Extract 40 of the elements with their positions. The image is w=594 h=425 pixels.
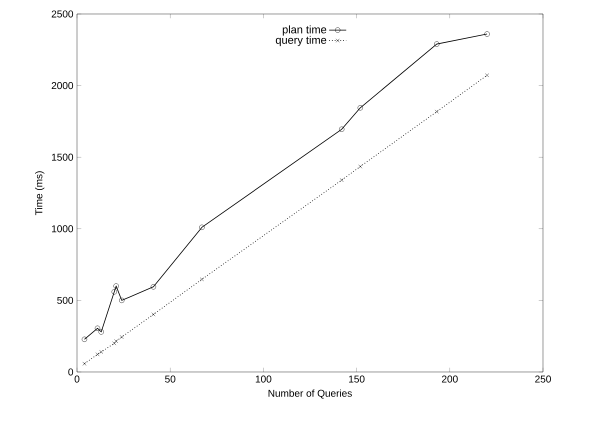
point xyxy=(96,352,100,356)
point xyxy=(338,126,344,132)
point xyxy=(120,335,124,340)
point xyxy=(99,350,104,354)
x-tick-label: 50 xyxy=(165,376,176,383)
y-tick-label: 1000 xyxy=(52,225,74,232)
y-tick-label: 2000 xyxy=(52,82,74,90)
point xyxy=(151,312,156,316)
point xyxy=(112,341,116,346)
x-tick-label: 100 xyxy=(256,376,272,383)
point xyxy=(98,329,104,335)
point xyxy=(358,105,364,110)
point xyxy=(434,41,440,47)
point xyxy=(94,326,100,332)
point xyxy=(82,336,88,342)
point xyxy=(199,224,205,230)
point xyxy=(113,283,119,289)
y-axis-title: Time (ms) xyxy=(35,171,44,216)
point xyxy=(114,339,118,344)
point xyxy=(485,73,490,78)
legend-label: query time xyxy=(276,36,326,46)
point xyxy=(434,110,439,114)
point xyxy=(150,284,156,290)
x-tick-label: 250 xyxy=(535,376,551,383)
y-tick-label: 0 xyxy=(68,368,74,376)
point xyxy=(484,31,490,37)
point xyxy=(358,164,362,168)
point xyxy=(112,289,117,294)
legend-label: plan time xyxy=(282,25,326,36)
x-axis-title: Number of Queries xyxy=(268,389,352,399)
y-tick-label: 1500 xyxy=(52,154,74,161)
y-tick-label: 2500 xyxy=(52,10,74,18)
point xyxy=(119,298,124,304)
x-tick-label: 150 xyxy=(349,376,365,383)
point xyxy=(82,362,86,366)
x-tick-label: 200 xyxy=(442,376,458,383)
point xyxy=(200,277,204,282)
x-tick-label: 0 xyxy=(74,376,80,383)
y-tick-label: 500 xyxy=(57,296,74,304)
point xyxy=(340,178,344,182)
